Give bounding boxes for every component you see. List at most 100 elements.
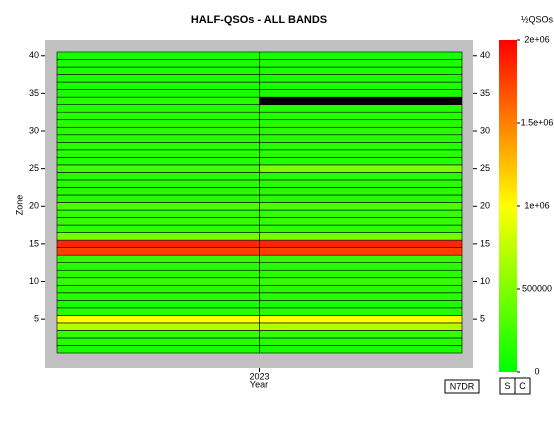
heatmap-cell (56, 239, 260, 248)
heatmap-cell (56, 284, 260, 294)
heatmap-cell (56, 74, 260, 83)
heatmap-cell (56, 59, 260, 68)
colorbar-tick-label: 0 (534, 366, 539, 376)
heatmap-cell (56, 262, 260, 271)
heatmap-cell (259, 254, 463, 264)
y-tick-label: 15 (480, 238, 490, 248)
heatmap-cell (56, 134, 260, 143)
heatmap-cell (259, 119, 463, 128)
y-tick-label: 25 (29, 163, 39, 173)
heatmap-cell (259, 59, 463, 68)
heatmap-cell (56, 164, 260, 173)
heatmap-cell (56, 322, 260, 331)
heatmap-cell (259, 172, 463, 181)
heatmap-cell (56, 111, 260, 121)
heatmap-cell (56, 51, 260, 60)
heatmap-cell (56, 172, 260, 181)
heatmap-cell (56, 330, 260, 339)
heatmap-cell (259, 217, 463, 226)
heatmap-cell (56, 224, 260, 233)
heatmap-cell (259, 300, 463, 309)
heatmap-cell (259, 202, 463, 211)
heatmap-cell (56, 96, 260, 105)
heatmap-cell (259, 134, 463, 143)
heatmap-cell (259, 209, 463, 218)
heatmap-cell (56, 247, 260, 256)
x-axis-label: Year (250, 379, 268, 389)
heatmap-cell (56, 269, 260, 279)
heatmap-cell (56, 202, 260, 211)
y-tick-label: 5 (34, 314, 39, 324)
heatmap-cell (56, 149, 260, 158)
heatmap-cell (56, 104, 260, 113)
heatmap-cell (259, 104, 463, 113)
heatmap-cell (259, 194, 463, 203)
heatmap-cell (56, 142, 260, 151)
heatmap-cell (259, 96, 463, 105)
y-tick-label: 5 (480, 314, 485, 324)
callsign: N7DR (450, 381, 475, 391)
heatmap-cell (56, 157, 260, 166)
heatmap-cell (56, 81, 260, 90)
heatmap-cell (259, 284, 463, 294)
heatmap-cell (56, 345, 260, 354)
button-label[interactable]: C (519, 381, 526, 391)
y-tick-label: 20 (29, 201, 39, 211)
heatmap-cell (56, 277, 260, 286)
y-tick-label: 15 (29, 238, 39, 248)
colorbar (499, 40, 517, 372)
heatmap-cell (259, 262, 463, 271)
heatmap-cell (259, 149, 463, 158)
heatmap-cell (56, 194, 260, 203)
heatmap-cell (56, 126, 260, 136)
y-tick-label: 35 (29, 88, 39, 98)
chart-title: HALF-QSOs - ALL BANDS (191, 14, 327, 26)
heatmap-cell (56, 307, 260, 316)
heatmap-cell (56, 254, 260, 264)
heatmap-cell (259, 224, 463, 233)
heatmap-cell (259, 89, 463, 98)
heatmap-cell (259, 157, 463, 166)
heatmap-cell (259, 307, 463, 316)
heatmap-cell (259, 74, 463, 83)
button-label[interactable]: S (504, 381, 510, 391)
y-tick-label: 30 (29, 125, 39, 135)
y-tick-label: 10 (480, 276, 490, 286)
heatmap-cell (56, 292, 260, 301)
heatmap-cell (259, 66, 463, 75)
heatmap-cell (259, 322, 463, 331)
x-tick-label: 2023 (249, 371, 269, 381)
heatmap-cell (259, 277, 463, 286)
heatmap-cell (56, 337, 260, 346)
heatmap-cell (259, 164, 463, 173)
button[interactable] (514, 377, 531, 395)
colorbar-tick-label: 2e+06 (524, 34, 549, 44)
heatmap-cell (259, 247, 463, 256)
heatmap-cell (259, 232, 463, 241)
heatmap-cell (259, 269, 463, 279)
heatmap-cell (56, 315, 260, 324)
colorbar-tick-label: 1.5e+06 (521, 117, 554, 127)
heatmap-cell (56, 119, 260, 128)
colorbar-label: ½QSOs (521, 14, 554, 24)
heatmap-cell (259, 111, 463, 121)
y-tick-label: 35 (480, 88, 490, 98)
heatmap-cell (259, 81, 463, 90)
y-tick-label: 20 (480, 201, 490, 211)
heatmap-cell (259, 51, 463, 60)
y-axis-label: Zone (14, 195, 24, 216)
y-tick-label: 30 (480, 125, 490, 135)
heatmap-cell (56, 209, 260, 218)
heatmap-cell (259, 315, 463, 324)
heatmap-cell (56, 217, 260, 226)
colorbar-tick-label: 1e+06 (524, 200, 549, 210)
heatmap-cell (56, 232, 260, 241)
heatmap-cell (56, 300, 260, 309)
heatmap-cell (259, 337, 463, 346)
heatmap-cell (259, 179, 463, 188)
heatmap-cell (259, 126, 463, 136)
y-tick-label: 40 (29, 50, 39, 60)
heatmap-cell (259, 292, 463, 301)
heatmap-cell (259, 345, 463, 354)
